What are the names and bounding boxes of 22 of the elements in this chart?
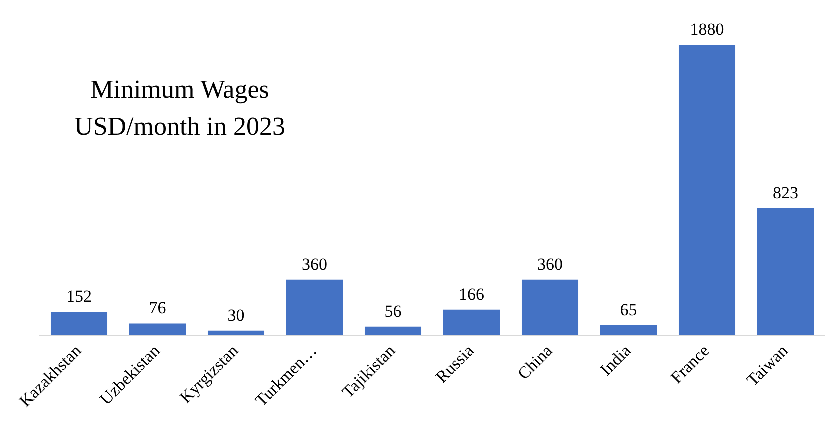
bar — [522, 280, 579, 336]
bar — [678, 45, 736, 336]
data-label: 360 — [538, 254, 563, 274]
bar — [208, 330, 265, 336]
data-label: 360 — [302, 254, 328, 274]
data-label: 56 — [384, 302, 402, 321]
data-label: 76 — [149, 298, 166, 318]
text: USD/month in 2023 — [74, 112, 286, 141]
bar — [600, 325, 658, 336]
data-label: 30 — [228, 306, 245, 325]
data-label: 823 — [773, 183, 798, 202]
bar — [286, 280, 344, 336]
data-label: 152 — [66, 286, 92, 306]
bar — [757, 208, 814, 336]
data-label: 65 — [620, 300, 638, 320]
bar — [50, 312, 108, 336]
text: Minimum Wages — [90, 75, 270, 104]
bar — [129, 324, 186, 336]
data-label: 166 — [459, 284, 484, 304]
data-label: 1880 — [690, 20, 724, 39]
bar — [443, 310, 500, 336]
bar — [364, 326, 422, 336]
